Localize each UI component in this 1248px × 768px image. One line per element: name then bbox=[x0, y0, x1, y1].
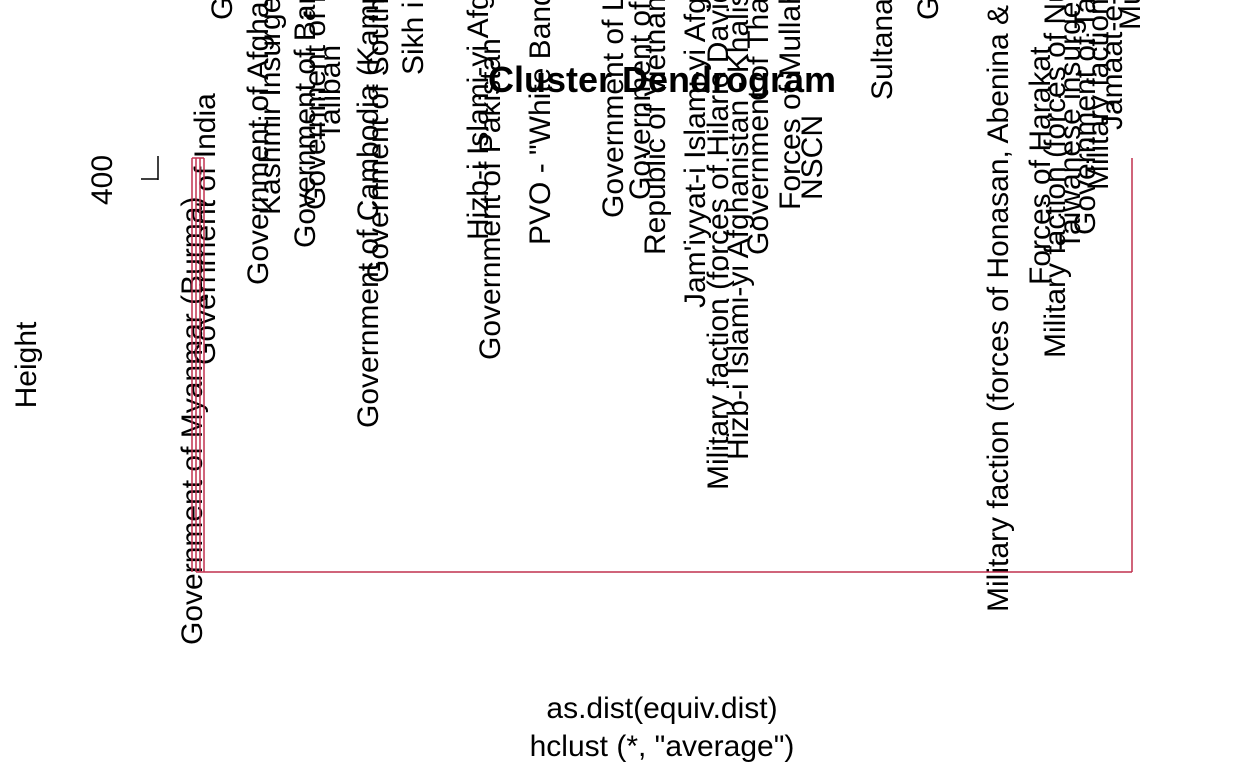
leaf-labels: Government of Myanmar (Burma)Government … bbox=[176, 0, 1147, 645]
leaf-label: Government of Bangladesh bbox=[289, 0, 322, 248]
leaf-label: Sultanate of Aceh bbox=[866, 0, 899, 100]
branches bbox=[191, 157, 1133, 573]
leaf-label: Government of Indonesia bbox=[206, 0, 239, 20]
leaf-label: Republic of Vietnam bbox=[639, 0, 672, 255]
leaf-label: Forces of Harakat bbox=[1024, 46, 1057, 285]
leaf-label: Jam'iyyat-i Islami-yi Afghanistan bbox=[679, 0, 712, 308]
leaf-label: Jamaat-e-Islami bbox=[1096, 0, 1129, 130]
leaf-label: Military faction (forces of Hilario Davi… bbox=[702, 0, 735, 490]
y-axis-label: Height bbox=[10, 321, 43, 408]
leaf-label: Forces of Mullah Dadullah bbox=[774, 0, 807, 210]
leaf-label: Military faction bbox=[1082, 0, 1115, 190]
leaf-label: Government of Thailand bbox=[742, 0, 775, 255]
leaf-label: NSCN bbox=[796, 115, 829, 200]
y-tick-label: 400 bbox=[86, 155, 119, 205]
leaf-label: Taliban bbox=[314, 45, 347, 140]
x-axis-sublabel: hclust (*, "average") bbox=[530, 730, 795, 763]
chart-title: Cluster Dendrogram bbox=[488, 59, 836, 100]
leaf-label: Government of Pakistan bbox=[474, 38, 507, 360]
leaf-label: Kashmir Insurgents bbox=[254, 0, 287, 215]
leaf-label: Government of Nepal bbox=[624, 0, 657, 200]
leaf-label: Military faction (forces of Nur) bbox=[1039, 0, 1072, 358]
leaf-label: Government of Laos bbox=[597, 0, 630, 218]
leaf-label: Government of Taiwan bbox=[1069, 0, 1102, 235]
leaf-label: Government of Afghanistan bbox=[242, 0, 275, 285]
leaf-label: Taiwanese insurgents bbox=[1054, 0, 1087, 250]
leaf-label: Mujahideen bbox=[1114, 0, 1147, 30]
x-axis-label: as.dist(equiv.dist) bbox=[546, 692, 777, 725]
leaf-label: Sikh insurgents bbox=[397, 0, 430, 75]
leaf-label: Government of South Vietnam bbox=[362, 0, 395, 283]
leaf-label: PVO - "White Band" faction bbox=[524, 0, 557, 245]
leaf-label: Military faction (forces of Honasan, Abe… bbox=[982, 0, 1015, 612]
leaf-label: Government of Pakistan bbox=[299, 0, 332, 210]
leaf-label: Hizb-i Islami-yi Afghanistan - Khalis fa… bbox=[722, 0, 755, 460]
leaf-label: Government of China bbox=[912, 0, 945, 20]
leaf-label: Government of Cambodia (Kampuchea) bbox=[352, 0, 385, 428]
leaf-label: Hizb-i Islami-yi Afghanistan bbox=[462, 0, 495, 240]
leaf-label: Government of India bbox=[189, 93, 222, 365]
